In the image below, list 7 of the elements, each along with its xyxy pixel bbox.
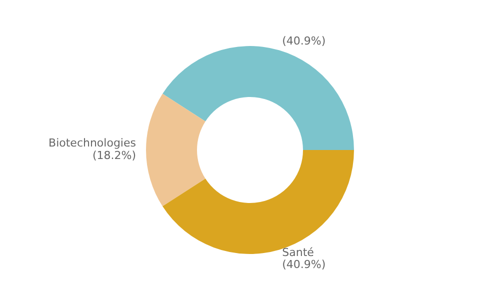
- data-label: (18.2%): [92, 148, 136, 162]
- donut-slice: [146, 94, 206, 206]
- slice-label: Biotechnologies: [48, 136, 136, 150]
- data-label: (40.9%): [282, 258, 326, 272]
- data-label: (40.9%): [282, 34, 326, 48]
- donut-slice: [162, 46, 354, 150]
- slice-label: Santé: [282, 246, 314, 260]
